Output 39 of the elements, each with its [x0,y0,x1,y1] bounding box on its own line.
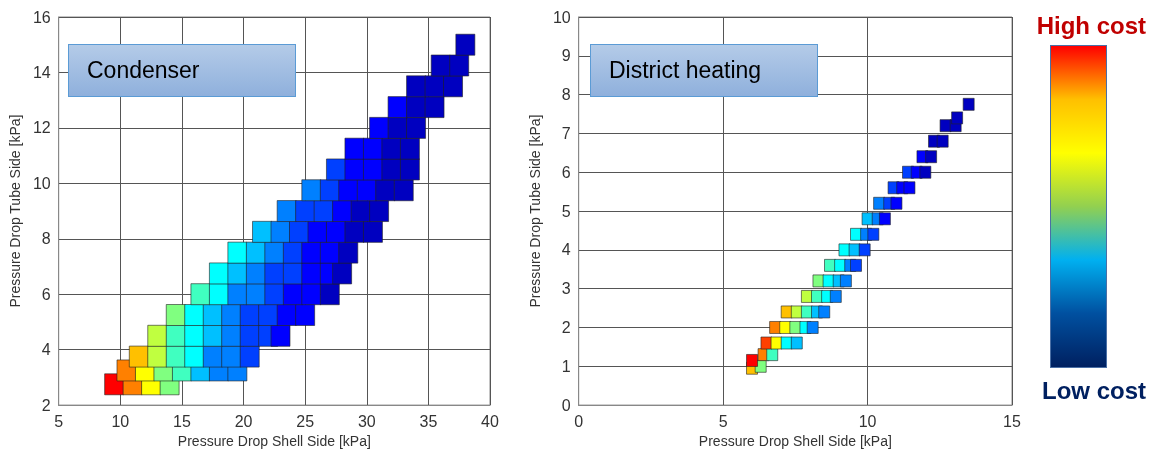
x-tick-label: 5 [54,412,64,430]
x-tick-label: 20 [234,412,253,430]
y-tick-label: 16 [32,8,51,26]
text: Low cost [1041,377,1146,405]
y-tick-label: 6 [561,163,571,181]
y-tick-label: 14 [32,63,51,81]
x-tick-label: 0 [574,412,584,430]
y-tick-label: 5 [561,202,571,220]
x-tick-label: 15 [1003,412,1021,430]
annotation: Condenser [87,57,200,83]
y-tick-label: 7 [561,124,571,142]
y-tick-label: 0 [561,396,571,414]
y-axis-title: Pressure Drop Tube Side [kPa] [7,114,23,308]
y-tick-label: 12 [32,119,51,137]
x-tick-label: 40 [481,412,499,430]
y-tick-label: 3 [561,280,571,298]
x-tick-label: 5 [718,412,728,430]
x-axis-title: Pressure Drop Shell Side [kPa] [698,433,892,449]
y-tick-label: 2 [561,318,571,336]
x-tick-label: 15 [173,412,191,430]
y-tick-label: 8 [561,86,571,104]
y-axis-title: Pressure Drop Tube Side [kPa] [527,114,543,308]
x-tick-label: 10 [858,412,877,430]
y-tick-label: 10 [552,8,571,26]
x-tick-label: 10 [111,412,130,430]
y-tick-label: 9 [561,47,571,65]
y-tick-label: 4 [561,241,571,259]
x-tick-label: 35 [419,412,438,430]
x-tick-label: 25 [296,412,315,430]
y-tick-label: 2 [41,396,51,414]
y-tick-label: 6 [41,285,51,303]
annotation: District heating [609,57,762,83]
y-tick-label: 1 [561,357,571,375]
x-axis-title: Pressure Drop Shell Side [kPa] [177,433,371,449]
x-tick-label: 30 [357,412,376,430]
text: High cost [1036,12,1146,40]
y-tick-label: 8 [41,230,51,248]
y-tick-label: 4 [41,341,51,359]
y-tick-label: 10 [32,174,51,192]
